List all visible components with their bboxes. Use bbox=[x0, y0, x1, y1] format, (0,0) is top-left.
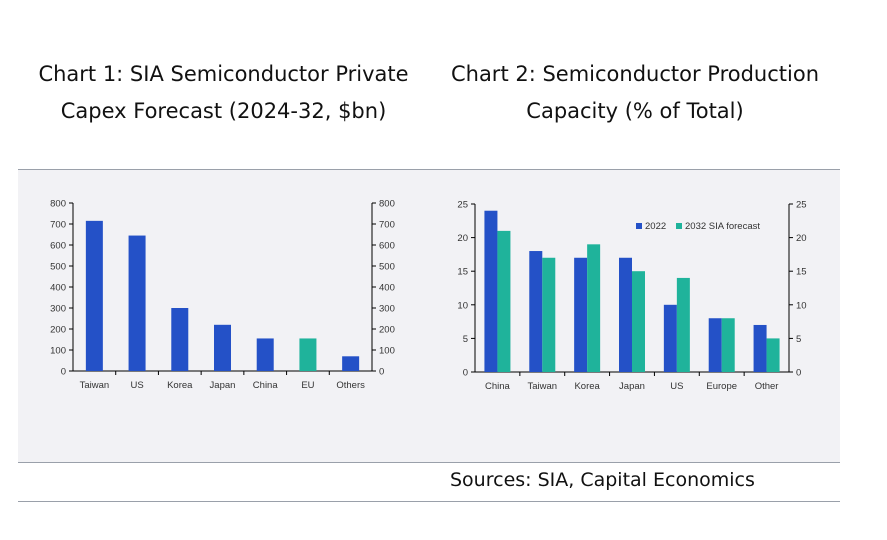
chart1-ytick-label-left: 200 bbox=[50, 325, 66, 336]
top-divider bbox=[18, 169, 840, 170]
chart2-ytick-label-left: 5 bbox=[463, 334, 468, 345]
chart1-ytick-label-right: 700 bbox=[379, 220, 395, 231]
chart1-ytick-label-right: 200 bbox=[379, 325, 395, 336]
chart2-legend-label: 2022 bbox=[645, 221, 666, 232]
chart2-ytick-label-left: 20 bbox=[457, 233, 468, 244]
chart1-ytick-label-left: 700 bbox=[50, 220, 66, 231]
chart2-xtick-label: Europe bbox=[706, 381, 737, 392]
chart1-ytick-label-right: 500 bbox=[379, 262, 395, 273]
chart2-xtick-label: Korea bbox=[574, 381, 600, 392]
chart1-ytick-label-left: 800 bbox=[50, 199, 66, 210]
chart1-ytick-label-right: 0 bbox=[379, 367, 384, 378]
chart1-bar bbox=[128, 235, 146, 371]
chart1-ytick-label-left: 500 bbox=[50, 262, 66, 273]
chart2-bar-2032-sia-forecast bbox=[497, 230, 511, 372]
chart1-xtick-label: Others bbox=[336, 380, 365, 391]
chart1-ytick-label-right: 300 bbox=[379, 304, 395, 315]
chart1-xtick-label: Korea bbox=[167, 380, 193, 391]
chart1-ytick-label-right: 600 bbox=[379, 241, 395, 252]
sources-note: Sources: SIA, Capital Economics bbox=[450, 469, 755, 491]
chart2-bar-2032-sia-forecast bbox=[587, 244, 601, 372]
chart2-bar-2022 bbox=[753, 324, 767, 372]
chart2-ytick-label-right: 25 bbox=[796, 200, 807, 211]
chart2-title: Chart 2: Semiconductor Production Capaci… bbox=[450, 62, 820, 123]
chart2-bar-2032-sia-forecast bbox=[542, 257, 556, 372]
chart1-xtick-label: China bbox=[253, 380, 279, 391]
chart1-ytick-label-right: 400 bbox=[379, 283, 395, 294]
chart2-ytick-label-right: 5 bbox=[796, 334, 801, 345]
chart1-ytick-label-left: 600 bbox=[50, 241, 66, 252]
chart2-bar-2032-sia-forecast bbox=[676, 277, 690, 372]
chart1-xtick-label: EU bbox=[301, 380, 314, 391]
chart1-ytick-label-left: 300 bbox=[50, 304, 66, 315]
chart1-bar bbox=[171, 308, 189, 371]
chart2-xtick-label: Other bbox=[755, 381, 779, 392]
chart2-ytick-label-left: 15 bbox=[457, 267, 468, 278]
chart2-ytick-label-right: 20 bbox=[796, 233, 807, 244]
chart2-xtick-label: US bbox=[670, 381, 683, 392]
chart1-bar bbox=[85, 220, 103, 371]
chart2-bar-2022 bbox=[529, 251, 543, 372]
chart2-legend-swatch bbox=[636, 223, 642, 229]
chart2-xtick-label: China bbox=[485, 381, 511, 392]
chart-panel bbox=[18, 170, 840, 462]
chart2-bar-2032-sia-forecast bbox=[632, 271, 645, 372]
chart1-ytick-label-left: 100 bbox=[50, 346, 66, 357]
chart2-ytick-label-right: 10 bbox=[796, 300, 807, 311]
chart1-bar bbox=[214, 324, 231, 371]
chart2-ytick-label-right: 15 bbox=[796, 267, 807, 278]
chart2-bar-2022 bbox=[663, 304, 677, 372]
chart1-bar bbox=[299, 338, 317, 371]
chart2-legend-swatch bbox=[676, 223, 682, 229]
chart2-bar-2032-sia-forecast bbox=[766, 338, 780, 372]
bottom-divider bbox=[18, 501, 840, 502]
chart1-ytick-label-left: 0 bbox=[61, 367, 66, 378]
chart2-bar-2022 bbox=[484, 210, 498, 372]
middle-divider bbox=[18, 462, 840, 463]
chart2-ytick-label-left: 10 bbox=[457, 300, 468, 311]
chart2-bar-2022 bbox=[574, 257, 588, 372]
chart2-ytick-label-left: 0 bbox=[463, 368, 468, 379]
chart2-xtick-label: Taiwan bbox=[527, 381, 557, 392]
chart1-xtick-label: Taiwan bbox=[80, 380, 110, 391]
chart2-bar-2032-sia-forecast bbox=[721, 318, 735, 372]
chart1-ytick-label-right: 800 bbox=[379, 199, 395, 210]
chart2-legend-label: 2032 SIA forecast bbox=[685, 221, 760, 232]
chart1-ytick-label-right: 100 bbox=[379, 346, 395, 357]
chart1-bar bbox=[256, 338, 274, 371]
chart1-ytick-label-left: 400 bbox=[50, 283, 66, 294]
chart1-title: Chart 1: SIA Semiconductor Private Capex… bbox=[38, 62, 409, 123]
chart1-xtick-label: US bbox=[130, 380, 143, 391]
chart2-bar-2022 bbox=[619, 257, 632, 372]
chart1-xtick-label: Japan bbox=[210, 380, 236, 391]
chart2-ytick-label-right: 0 bbox=[796, 368, 801, 379]
chart2-ytick-label-left: 25 bbox=[457, 200, 468, 211]
chart2-xtick-label: Japan bbox=[619, 381, 645, 392]
chart1-bar bbox=[342, 356, 360, 371]
chart2-bar-2022 bbox=[708, 318, 722, 372]
